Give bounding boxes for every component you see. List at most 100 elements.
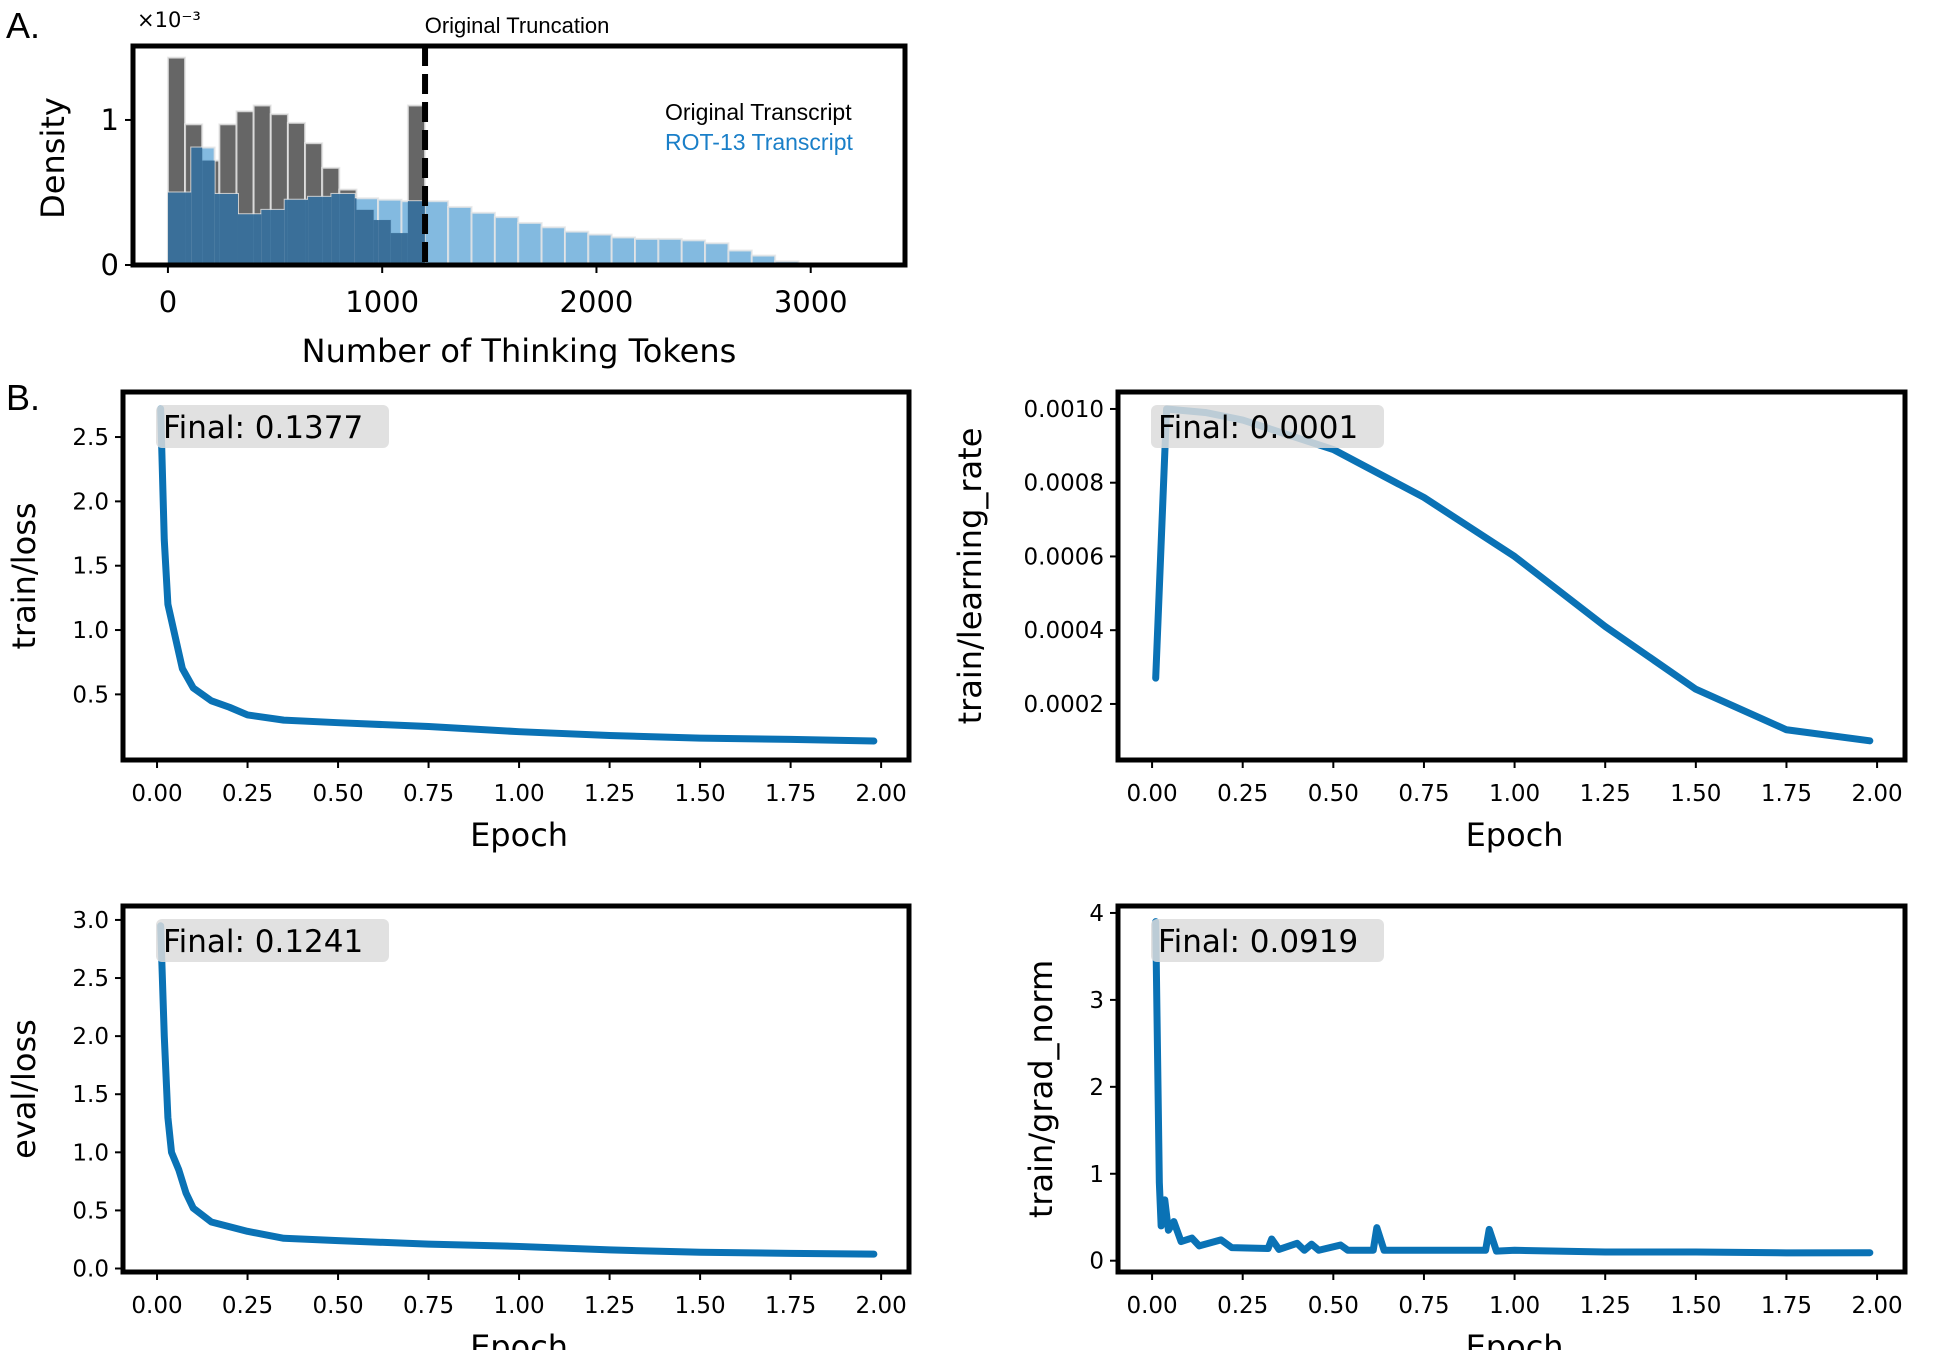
overlap-bar	[219, 193, 237, 265]
y-axis-label: train/grad_norm	[1022, 960, 1060, 1218]
plot-frame	[1115, 389, 1908, 763]
x-tick-label: 1.00	[1489, 1293, 1540, 1319]
final-value-label: Final: 0.0001	[1158, 410, 1358, 446]
y-tick-label: 0.0	[72, 1257, 109, 1283]
overlap-bar	[270, 209, 285, 265]
y-tick-label: 0.0010	[1024, 397, 1104, 423]
x-tick-label: 1.25	[1580, 781, 1631, 807]
overlap-bar	[202, 160, 215, 265]
y-tick-label: 0.0004	[1024, 618, 1104, 644]
x-axis-label: Epoch	[470, 1328, 568, 1350]
overlap-bar	[305, 199, 309, 265]
histogram-chart: Original Truncation ×10⁻³ 0 1000 2000 3000 0 1 N…	[34, 8, 908, 370]
plot-frame	[120, 389, 912, 763]
rot13-bar	[563, 230, 590, 266]
x-tick-label: 0.25	[1217, 781, 1268, 807]
overlap-bar	[214, 193, 220, 265]
y-tick-label: 0.5	[72, 682, 109, 708]
y-axis-label: train/loss	[5, 502, 43, 649]
y-tick-label: 1	[1089, 1162, 1104, 1188]
rot13-bar	[493, 216, 520, 266]
overlap-bar	[236, 193, 238, 265]
rot13-bar	[470, 211, 496, 267]
x-tick-label: 2.00	[856, 1293, 907, 1319]
y-tick-label: 1.0	[72, 618, 109, 644]
x-tick-label: 0.00	[1126, 781, 1177, 807]
series-line	[1152, 405, 1874, 745]
rot13-bar	[423, 200, 450, 266]
x-tick-label: 1.25	[1580, 1293, 1631, 1319]
x-tick-label: 1.25	[584, 1293, 635, 1319]
overlap-bar	[167, 192, 186, 265]
overlap-bar	[356, 209, 374, 265]
x-tick-label: 0.25	[222, 781, 273, 807]
x-tick-label: 0.00	[1126, 1293, 1177, 1319]
series-line	[157, 922, 878, 1258]
x-tick-label: 3000	[774, 285, 848, 319]
x-tick-label: 0.50	[312, 1293, 363, 1319]
y-tick-label: 2	[1089, 1075, 1104, 1101]
y-tick-label: 2.0	[72, 489, 109, 515]
overlap-bar	[401, 233, 408, 265]
x-tick-label: 1.75	[765, 1293, 816, 1319]
overlap-bar	[237, 214, 254, 265]
final-value-box	[156, 405, 389, 448]
rot13-bar	[657, 237, 683, 267]
y-tick-label: 0.5	[72, 1198, 109, 1224]
overlap-bar	[191, 147, 203, 265]
rot13-bar	[447, 205, 473, 266]
x-tick-label: 2.00	[856, 781, 907, 807]
x-tick-label: 1.00	[493, 1293, 544, 1319]
x-tick-label: 0.50	[1308, 1293, 1359, 1319]
x-tick-label: 1.50	[674, 781, 725, 807]
rot13-bar	[540, 226, 566, 267]
x-tick-label: 0.00	[131, 1293, 182, 1319]
grad-norm-chart: Final: 0.0919 0.00 0.25 0.50 0.75 1.00 1.25 1.5…	[1022, 901, 1908, 1350]
x-tick-label: 1.00	[1489, 781, 1540, 807]
x-tick-label: 1.75	[1761, 1293, 1812, 1319]
x-axis-label: Epoch	[1466, 1328, 1564, 1350]
y-tick-label: 0	[101, 248, 119, 282]
overlap-bar	[322, 196, 332, 265]
y-tick-label: 1.5	[72, 1082, 109, 1108]
final-value-label: Final: 0.0919	[1158, 924, 1358, 960]
plot-frame	[120, 903, 912, 1275]
rot13-bar	[704, 242, 730, 266]
rot13-bar	[517, 221, 543, 266]
y-tick-label: 1.0	[72, 1140, 109, 1166]
y-tick-label: 3.0	[72, 908, 109, 934]
y-axis-label: eval/loss	[5, 1019, 43, 1159]
overlap-bar	[287, 199, 306, 265]
rot13-bar	[610, 236, 637, 267]
series-line	[157, 405, 878, 745]
y-tick-label: 0.0006	[1024, 544, 1104, 570]
train-loss-chart: Final: 0.1377 0.00 0.25 0.50 0.75 1.00 1.25 1.5…	[5, 389, 912, 854]
x-tick-label: 0.00	[131, 781, 182, 807]
overlap-bar	[308, 196, 323, 265]
y-tick-label: 1	[101, 103, 119, 137]
x-tick-label: 0.75	[403, 781, 454, 807]
x-tick-label: 0	[159, 285, 177, 319]
overlap-bar	[373, 220, 379, 265]
overlap-bar	[407, 201, 425, 265]
overlap-bar	[331, 193, 340, 265]
y-tick-label: 3	[1089, 988, 1104, 1014]
y-tick-label: 2.5	[72, 425, 109, 451]
plot-frame	[130, 43, 908, 268]
y-tick-label: 0.0008	[1024, 471, 1104, 497]
x-tick-label: 1.25	[584, 781, 635, 807]
final-value-box	[1151, 919, 1384, 962]
final-value-box	[156, 919, 389, 962]
legend-rot13: ROT-13 Transcript	[665, 129, 853, 155]
x-tick-label: 0.50	[1308, 781, 1359, 807]
series-line	[1152, 918, 1874, 1257]
final-value-box	[1151, 405, 1384, 448]
y-tick-label: 0	[1089, 1249, 1104, 1275]
final-value-label: Final: 0.1241	[163, 924, 363, 960]
x-tick-label: 0.25	[1217, 1293, 1268, 1319]
rot13-bar	[680, 239, 707, 267]
plot-frame	[1115, 903, 1908, 1275]
learning-rate-chart: Final: 0.0001 0.00 0.25 0.50 0.75 1.00 1.25 1.5…	[951, 389, 1908, 854]
x-tick-label: 1.50	[1670, 781, 1721, 807]
y-axis-label: train/learning_rate	[951, 428, 989, 725]
